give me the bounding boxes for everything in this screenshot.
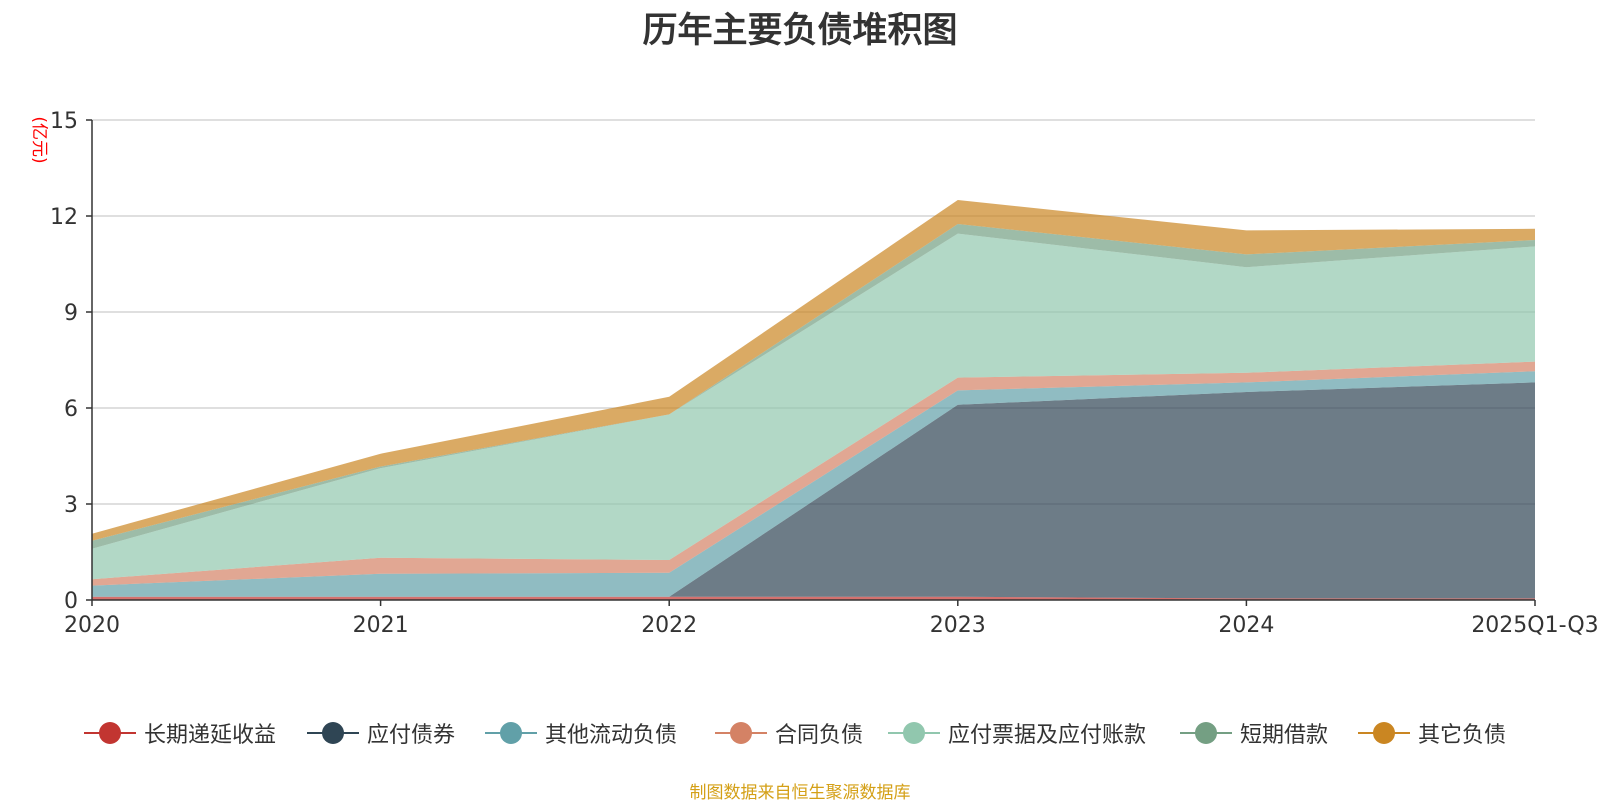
y-tick-label-6: 6 xyxy=(64,397,78,422)
area-series-3 xyxy=(92,361,1535,586)
chart-title: 历年主要负债堆积图 xyxy=(642,11,958,51)
legend-marker-dot xyxy=(730,722,752,744)
legend-item-2[interactable]: 其他流动负债 xyxy=(485,716,677,750)
x-tick-label-5: 2025Q1-Q3 xyxy=(1471,613,1598,638)
source-note: 制图数据来自恒生聚源数据库 xyxy=(689,783,911,803)
x-tick-label-2: 2022 xyxy=(641,613,697,638)
y-tick-label-0: 0 xyxy=(64,589,78,614)
legend-marker-icon xyxy=(84,722,136,744)
y-tick-label-9: 9 xyxy=(64,301,78,326)
legend-item-4[interactable]: 应付票据及应付账款 xyxy=(888,716,1146,750)
legend-marker-dot xyxy=(322,722,344,744)
axes: 0 3 6 9 12 15 2020 2021 2022 2023 2024 2025Q1-Q3 xyxy=(50,109,1599,638)
y-axis-unit-text: (亿元) xyxy=(29,116,48,163)
legend-label: 应付票据及应付账款 xyxy=(948,723,1147,748)
area-series-0 xyxy=(92,596,1535,600)
x-tick-label-4: 2024 xyxy=(1218,613,1274,638)
area-series-2 xyxy=(92,371,1535,597)
y-tick-label-15: 15 xyxy=(50,109,78,134)
legend-marker-icon xyxy=(715,722,767,744)
legend-item-0[interactable]: 长期递延收益 xyxy=(84,716,276,750)
legend-marker-icon xyxy=(307,722,359,744)
legend-label: 合同负债 xyxy=(775,723,864,748)
legend-marker-dot xyxy=(99,722,121,744)
y-tick-label-3: 3 xyxy=(64,493,78,518)
legend-marker-icon xyxy=(1358,722,1410,744)
legend-label: 其他流动负债 xyxy=(545,723,678,748)
x-tick-label-0: 2020 xyxy=(64,613,120,638)
legend-label: 长期递延收益 xyxy=(144,723,277,748)
legend-marker-icon xyxy=(1180,722,1232,744)
legend-item-1[interactable]: 应付债券 xyxy=(307,716,455,750)
legend-marker-dot xyxy=(1373,722,1395,744)
legend-item-3[interactable]: 合同负债 xyxy=(715,716,863,750)
legend-marker-dot xyxy=(903,722,925,744)
legend-marker-dot xyxy=(500,722,522,744)
legend-label: 短期借款 xyxy=(1240,723,1329,748)
area-series-5 xyxy=(92,224,1535,549)
area-series-1 xyxy=(92,382,1535,599)
x-tick-label-1: 2021 xyxy=(353,613,409,638)
legend: 长期递延收益 应付债券 其他流动负债 合同负债 应付票据及应付账款 短期借款 其它负债 xyxy=(0,716,1600,756)
legend-label: 其它负债 xyxy=(1418,723,1507,748)
legend-item-6[interactable]: 其它负债 xyxy=(1358,716,1506,750)
area-series-4 xyxy=(92,233,1535,580)
legend-marker-icon xyxy=(485,722,537,744)
stacked-area-plot: 0 3 6 9 12 15 2020 2021 2022 2023 2024 2025Q1-Q3 xyxy=(50,109,1599,638)
legend-marker-icon xyxy=(888,722,940,744)
legend-marker-dot xyxy=(1195,722,1217,744)
legend-label: 应付债券 xyxy=(367,723,456,748)
y-tick-label-12: 12 xyxy=(50,205,78,230)
y-axis-unit-label: (亿元) xyxy=(29,116,48,163)
area-series-6 xyxy=(92,200,1535,541)
legend-item-5[interactable]: 短期借款 xyxy=(1180,716,1328,750)
x-tick-label-3: 2023 xyxy=(930,613,986,638)
area-series-layer xyxy=(92,200,1535,600)
